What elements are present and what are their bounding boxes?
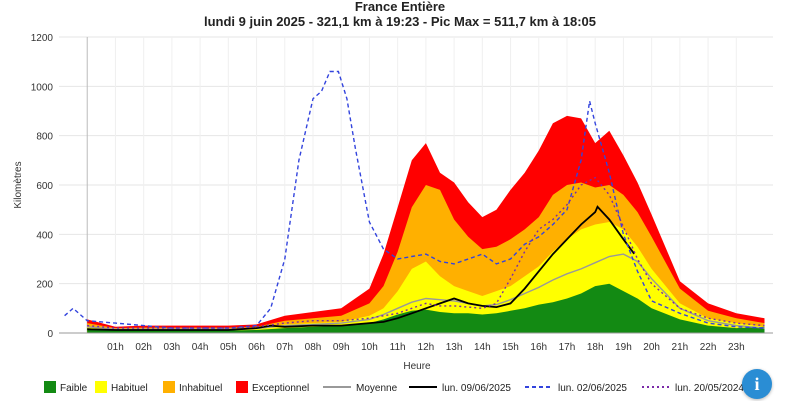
x-axis-label: Heure [403,361,431,372]
legend-item[interactable]: lun. 09/06/2025 [409,383,511,394]
x-tick-label: 04h [192,342,209,353]
legend-item[interactable]: Exceptionnel [236,381,309,394]
x-tick-label: 10h [361,342,378,353]
lines [64,70,765,331]
x-tick-label: 22h [700,342,717,353]
x-tick-label: 07h [276,342,293,353]
legend-item[interactable]: Faible [44,381,88,394]
legend-label: Moyenne [356,383,398,394]
legend-swatch [236,381,248,393]
legend-swatch [44,381,56,393]
legend-label: lun. 09/06/2025 [442,383,511,394]
legend-label: Faible [60,383,88,394]
x-tick-label: 01h [107,342,124,353]
legend-label: Inhabituel [179,383,222,394]
series-line [87,205,635,331]
y-tick-label: 800 [36,132,53,143]
x-tick-label: 18h [587,342,604,353]
chart-title: France Entière [355,0,445,14]
y-tick-label: 1000 [31,82,54,93]
y-tick-label: 400 [36,230,53,241]
x-tick-label: 15h [502,342,519,353]
info-icon: i [754,374,760,394]
series-line [87,176,765,329]
x-tick-label: 06h [248,342,265,353]
legend-item[interactable]: Moyenne [323,383,398,394]
y-tick-label: 0 [47,329,53,340]
x-tick-label: 23h [728,342,745,353]
y-axis-label: Kilomètres [13,161,24,208]
legend[interactable]: Faible Habituel Inhabituel Exceptionnel Moye… [44,381,744,394]
y-tick-label: 600 [36,181,53,192]
x-tick-label: 08h [305,342,322,353]
y-tick-label: 1200 [31,33,54,44]
x-tick-label: 16h [530,342,547,353]
legend-item[interactable]: lun. 02/06/2025 [525,383,627,394]
legend-item[interactable]: Inhabituel [163,381,222,394]
info-button[interactable]: i [742,369,772,399]
x-tick-label: 02h [135,342,152,353]
x-tick-label: 20h [643,342,660,353]
legend-swatch [163,381,175,393]
area-faible [87,283,765,333]
x-tick-label: 11h [390,342,406,353]
x-tick-label: 05h [220,342,237,353]
x-tick-label: 03h [164,342,181,353]
y-tick-label: 200 [36,280,53,291]
legend-label: Habituel [111,383,148,394]
legend-item[interactable]: Habituel [95,381,148,394]
legend-label: Exceptionnel [252,383,309,394]
x-tick-label: 13h [446,342,463,353]
x-ticks: 01h 02h 03h 04h 05h 06h 07h 08h 09h 10h 11h 12h 13h 1… [59,332,773,353]
x-tick-label: 12h [418,342,435,353]
legend-item[interactable]: lun. 20/05/2024 [642,383,744,394]
x-tick-label: 17h [559,342,576,353]
x-tick-label: 14h [474,342,491,353]
x-tick-label: 09h [333,342,350,353]
x-tick-label: 19h [615,342,632,353]
legend-label: lun. 02/06/2025 [558,383,627,394]
legend-label: lun. 20/05/2024 [675,383,744,394]
legend-swatch [95,381,107,393]
x-tick-label: 21h [672,342,689,353]
areas [87,115,765,334]
y-ticks: 0 200 400 600 800 1000 1200 [31,33,54,340]
chart-subtitle: lundi 9 juin 2025 - 321,1 km à 19:23 - P… [204,14,596,29]
